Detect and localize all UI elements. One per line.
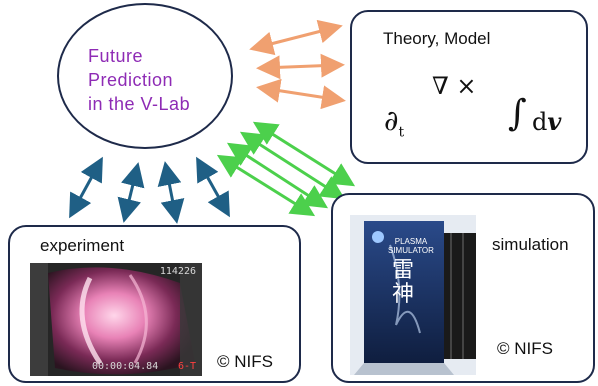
future-prediction-text: Future Prediction in the V-Lab [88,44,190,116]
sim-arrow-4 [216,154,316,217]
simulation-credit: © NIFS [497,339,553,358]
differential-d: d [532,108,548,136]
elapsed-time: 00:00:04.84 [92,361,159,372]
exp-arrow-3 [157,161,185,224]
future-prediction-oval [57,3,233,149]
curl-symbol: ∇ × [432,72,477,100]
partial-symbol: ∂t [384,104,404,141]
machine-label-line-2: SIMULATOR [388,246,434,255]
experiment-title: experiment [40,236,125,255]
oval-line-1: Future [88,46,144,66]
theory-title: Theory, Model [383,29,491,48]
frame-number: 114226 [159,266,196,277]
supercomputer-graphic [350,215,476,375]
experiment-credit: © NIFS [217,352,273,371]
theory-arrow-3 [256,78,346,110]
machine-kanji: 雷神 [392,258,415,307]
machine-label: PLASMA SIMULATOR [388,237,434,255]
partial-derivative: ∂ [384,104,399,137]
exp-arrow-2 [117,162,145,223]
plasma-camera-image: 114226 00:00:04.84 6-T [30,263,202,376]
velocity-v: v [547,107,562,136]
integral-symbol: ∫ [508,93,527,134]
machine-label-line-1: PLASMA [394,237,428,246]
theory-model-box [350,10,588,164]
exp-arrow-4 [196,156,230,218]
partial-subscript: t [398,124,405,141]
theory-arrow-2 [256,53,345,80]
differential-symbol: dv [532,107,561,136]
theory-arrow-1 [249,19,343,56]
oval-line-3: in the V-Lab [88,94,191,114]
plasma-photo-graphic [30,263,202,376]
supercomputer-photo: PLASMA SIMULATOR 雷神 [350,215,476,375]
camera-tag: 6-T [177,361,196,372]
simulation-title: simulation [492,235,569,254]
oval-line-2: Prediction [88,70,174,90]
exp-arrow-1 [69,156,103,219]
